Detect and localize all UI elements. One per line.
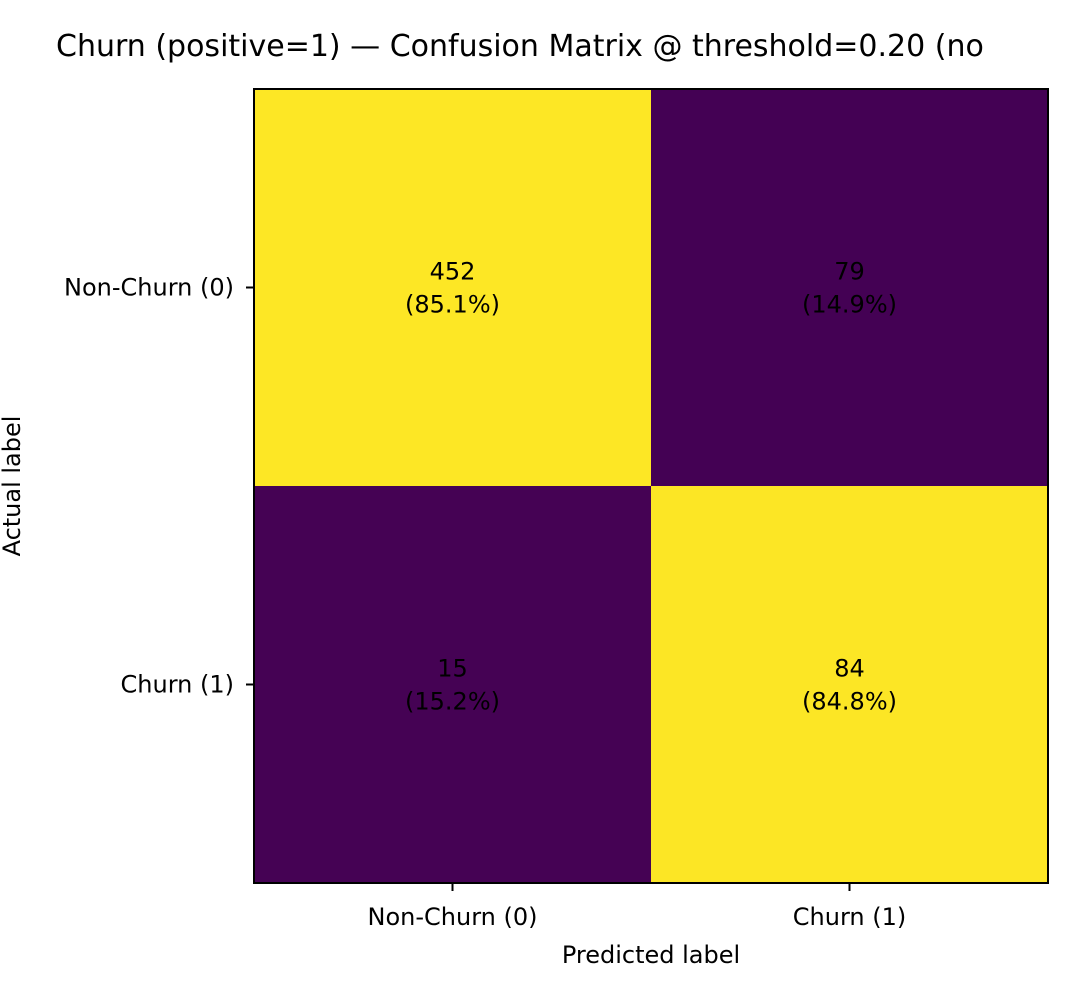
y-tick-label-0: Non-Churn (0) — [64, 274, 234, 302]
chart-title: Churn (positive=1) — Confusion Matrix @ … — [56, 29, 984, 64]
cell-count-label-r1-c0: 15 — [437, 655, 468, 683]
x-tick-label-0: Non-Churn (0) — [368, 903, 538, 931]
cell-percent-label-r1-c0: (15.2%) — [405, 688, 500, 716]
x-axis-label: Predicted label — [562, 941, 740, 969]
heatmap-cell-r0-c0 — [254, 89, 651, 486]
heatmap-cell-r0-c1 — [651, 89, 1048, 486]
heatmap-cell-r1-c0 — [254, 486, 651, 883]
axes-frame — [253, 88, 1049, 884]
heatmap-cells — [254, 89, 1048, 883]
axis-ticks: Non-Churn (0) Churn (1) Non-Churn (0) Churn… — [64, 274, 906, 932]
cell-percent-label-r0-c1: (14.9%) — [802, 291, 897, 319]
cell-count-label-r0-c1: 79 — [834, 258, 865, 286]
heatmap-cell-r1-c1 — [651, 486, 1048, 883]
y-axis-label: Actual label — [0, 416, 26, 557]
cell-count-label-r0-c0: 452 — [430, 258, 476, 286]
cell-percent-label-r1-c1: (84.8%) — [802, 688, 897, 716]
cell-count-label-r1-c1: 84 — [834, 655, 865, 683]
cell-percent-label-r0-c0: (85.1%) — [405, 291, 500, 319]
y-tick-label-1: Churn (1) — [121, 671, 234, 699]
x-tick-label-1: Churn (1) — [793, 903, 906, 931]
cell-labels: 452 (85.1%) 79 (14.9%) 15 (15.2%) 84 (84.8%) — [405, 258, 897, 716]
